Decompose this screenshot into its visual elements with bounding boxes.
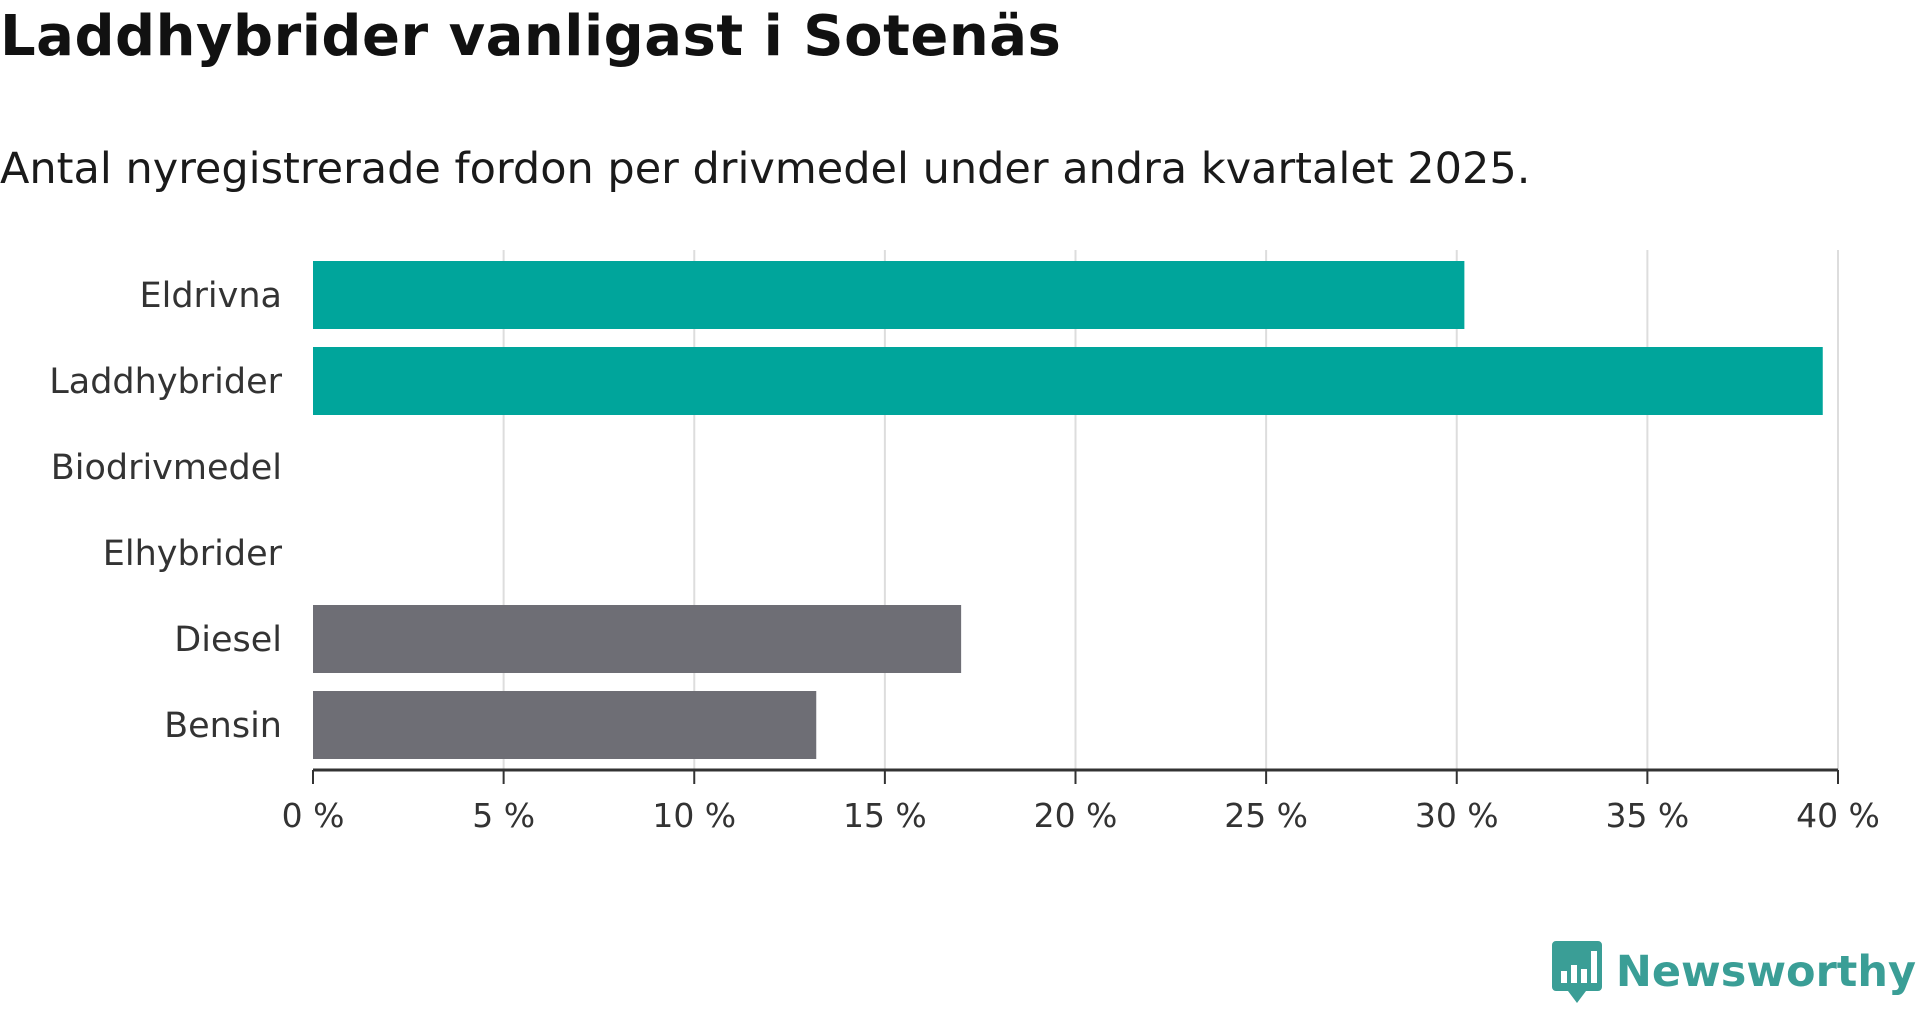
x-tick-label: 35 % (1605, 796, 1689, 835)
category-label: Elhybrider (103, 534, 283, 574)
x-tick-label: 30 % (1415, 796, 1499, 835)
x-axis: 0 % 5 % 10 % 15 % 20 % 25 % 30 % 35 % 40 % (282, 768, 1880, 835)
chart-subtitle: Antal nyregistrerade fordon per drivmede… (0, 144, 1531, 194)
bars (313, 261, 1823, 759)
category-label: Diesel (174, 620, 282, 660)
category-labels: Eldrivna Laddhybrider Biodrivmedel Elhybrid… (49, 276, 282, 746)
x-tick-label: 20 % (1034, 796, 1118, 835)
x-tick-label: 5 % (472, 796, 535, 835)
category-label: Bensin (164, 706, 282, 746)
gridlines (502, 250, 1839, 770)
newsworthy-logo-icon (1551, 941, 1602, 1003)
x-tick-label: 40 % (1796, 796, 1880, 835)
category-label: Biodrivmedel (51, 448, 282, 488)
category-label: Eldrivna (139, 276, 282, 316)
x-tick-label: 10 % (652, 796, 736, 835)
bar (313, 605, 962, 673)
bar (313, 691, 817, 759)
chart-title: Laddhybrider vanligast i Sotenäs (0, 4, 1062, 69)
x-tick-label: 15 % (843, 796, 927, 835)
bar-chart: 0 % 5 % 10 % 15 % 20 % 25 % 30 % 35 % 40 % Eldri… (49, 250, 1880, 835)
bar (313, 261, 1465, 329)
brand-name: Newsworthy (1615, 947, 1916, 997)
bar (313, 347, 1823, 415)
newsworthy-logo: Newsworthy (1551, 940, 1916, 1004)
x-tick-label: 0 % (282, 796, 345, 835)
x-tick-label: 25 % (1224, 796, 1308, 835)
category-label: Laddhybrider (49, 362, 282, 402)
